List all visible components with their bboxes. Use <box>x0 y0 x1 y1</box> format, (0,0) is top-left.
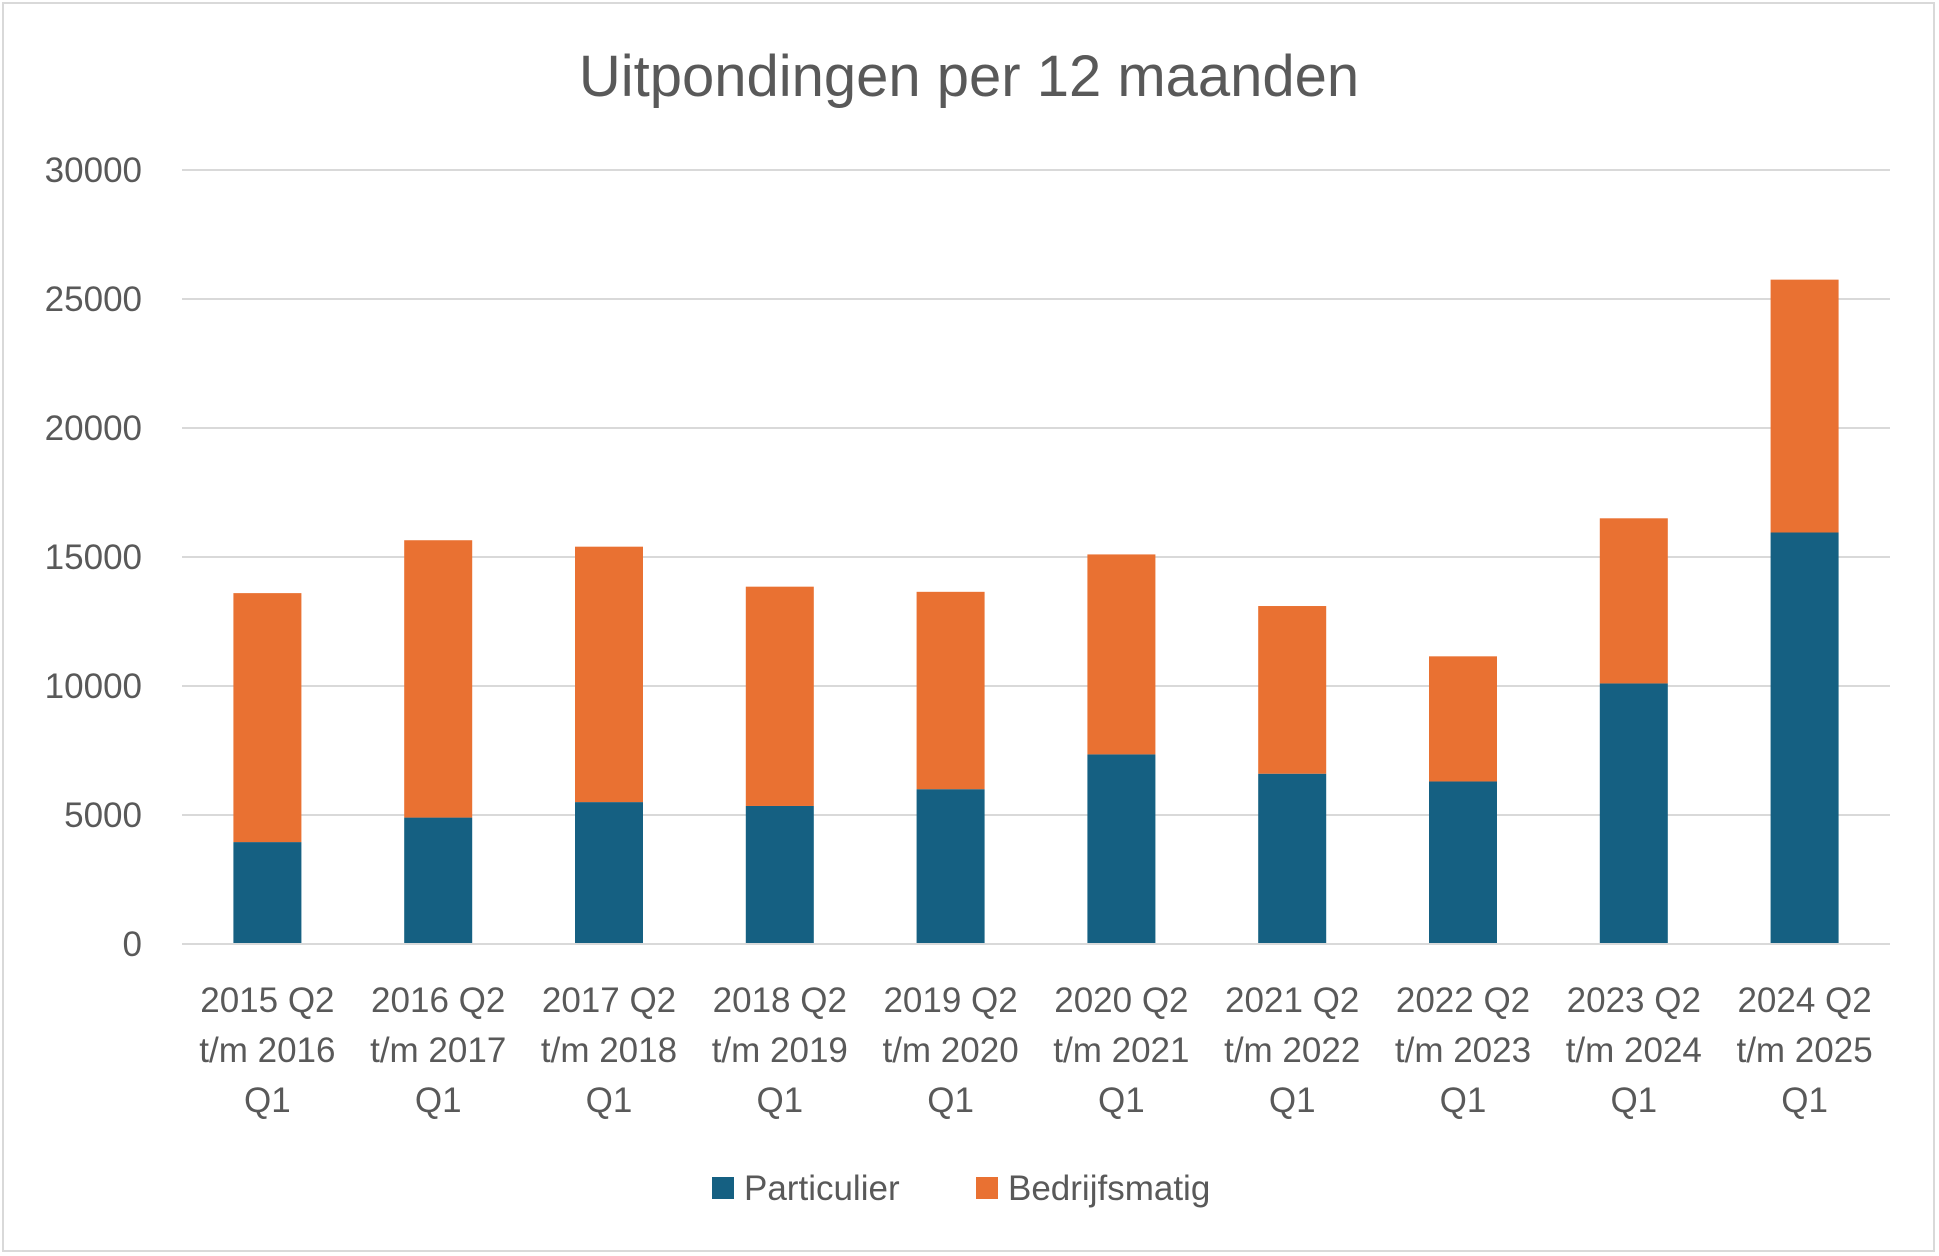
x-tick-label: 2019 Q2 <box>883 981 1017 1020</box>
x-tick-label: 2021 Q2 <box>1225 981 1359 1020</box>
y-tick-label: 20000 <box>45 409 142 448</box>
stacked-bar-chart: Uitpondingen per 12 maanden 0 5000 10000 15… <box>45 44 1890 1208</box>
x-tick-label: Q1 <box>244 1081 291 1120</box>
bar-bedrijfsmatig-8 <box>1599 518 1668 684</box>
x-tick-label: 2016 Q2 <box>371 981 505 1020</box>
x-tick-label: 2015 Q2 <box>200 981 334 1020</box>
y-tick-label: 5000 <box>64 796 142 835</box>
x-tick-label: Q1 <box>1098 1081 1145 1120</box>
y-axis: 0 5000 10000 15000 20000 25000 30000 <box>45 151 142 964</box>
x-tick-label: 2022 Q2 <box>1396 981 1530 1020</box>
x-tick-label: t/m 2022 <box>1224 1031 1360 1070</box>
bar-bedrijfsmatig-1 <box>404 540 473 818</box>
x-tick-label: 2020 Q2 <box>1054 981 1188 1020</box>
x-tick-label: t/m 2016 <box>199 1031 335 1070</box>
x-tick-label: t/m 2020 <box>882 1031 1018 1070</box>
x-tick-label: t/m 2024 <box>1566 1031 1702 1070</box>
legend-label-particulier: Particulier <box>744 1169 900 1208</box>
chart-title: Uitpondingen per 12 maanden <box>579 44 1359 109</box>
x-tick-label: t/m 2019 <box>712 1031 848 1070</box>
bar-bedrijfsmatig-6 <box>1258 606 1327 774</box>
x-tick-label: t/m 2017 <box>370 1031 506 1070</box>
x-tick-label: Q1 <box>1610 1081 1657 1120</box>
x-tick-label: Q1 <box>1440 1081 1487 1120</box>
y-tick-label: 30000 <box>45 151 142 190</box>
x-tick-label: 2023 Q2 <box>1567 981 1701 1020</box>
bar-particulier-7 <box>1429 781 1497 944</box>
bar-particulier-6 <box>1258 773 1327 944</box>
bar-particulier-4 <box>916 789 985 944</box>
x-axis: 2015 Q2 t/m 2016 Q1 2016 Q2 t/m 2017 Q1 2017 Q… <box>182 943 1890 1120</box>
x-tick-label: Q1 <box>1781 1081 1828 1120</box>
bar-bedrijfsmatig-4 <box>916 591 985 790</box>
bar-particulier-8 <box>1599 683 1668 944</box>
x-tick-label: t/m 2018 <box>541 1031 677 1070</box>
y-tick-label: 10000 <box>45 667 142 706</box>
y-tick-label: 15000 <box>45 538 142 577</box>
bar-bedrijfsmatig-7 <box>1429 656 1497 782</box>
legend-label-bedrijfsmatig: Bedrijfsmatig <box>1008 1169 1210 1208</box>
bar-bedrijfsmatig-9 <box>1770 279 1839 533</box>
x-tick-label: 2018 Q2 <box>713 981 847 1020</box>
x-tick-label: t/m 2023 <box>1395 1031 1531 1070</box>
bar-bedrijfsmatig-5 <box>1087 554 1156 755</box>
bar-particulier-9 <box>1770 532 1839 944</box>
legend-swatch-particulier <box>712 1177 734 1199</box>
bar-particulier-0 <box>233 842 302 944</box>
bar-particulier-2 <box>575 802 643 944</box>
x-tick-label: Q1 <box>1269 1081 1316 1120</box>
bar-particulier-5 <box>1087 754 1156 944</box>
bar-bedrijfsmatig-0 <box>233 593 302 843</box>
bar-particulier-3 <box>745 805 814 944</box>
x-tick-label: 2024 Q2 <box>1737 981 1871 1020</box>
y-tick-label: 0 <box>123 925 142 964</box>
x-tick-label: Q1 <box>756 1081 803 1120</box>
bars <box>233 279 1839 944</box>
legend-swatch-bedrijfsmatig <box>976 1177 998 1199</box>
bar-bedrijfsmatig-3 <box>745 586 814 806</box>
bar-particulier-1 <box>404 817 473 944</box>
y-tick-label: 25000 <box>45 280 142 319</box>
x-tick-label: Q1 <box>927 1081 974 1120</box>
x-tick-label: 2017 Q2 <box>542 981 676 1020</box>
legend: Particulier Bedrijfsmatig <box>712 1169 1210 1208</box>
x-tick-label: Q1 <box>586 1081 633 1120</box>
x-tick-label: Q1 <box>415 1081 462 1120</box>
x-tick-label: t/m 2021 <box>1053 1031 1189 1070</box>
x-tick-label: t/m 2025 <box>1736 1031 1872 1070</box>
bar-bedrijfsmatig-2 <box>575 546 643 803</box>
